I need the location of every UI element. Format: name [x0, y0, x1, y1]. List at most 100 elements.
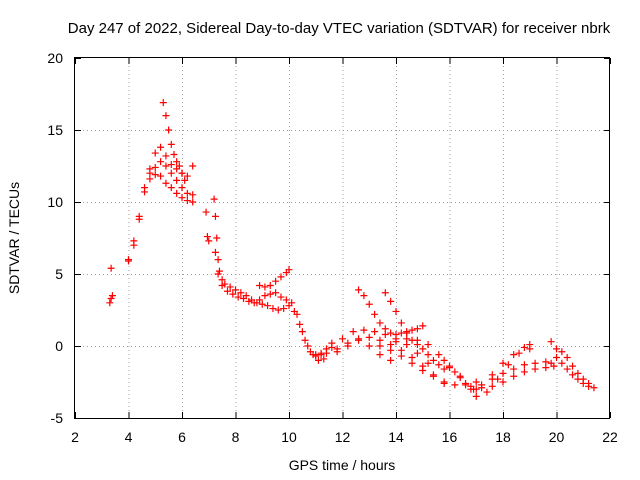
x-axis-label: GPS time / hours: [289, 457, 396, 473]
data-point: [563, 365, 571, 373]
series-t15: [381, 289, 448, 373]
data-point: [157, 143, 165, 151]
data-point: [162, 112, 170, 120]
y-axis-label: SDTVAR / TECUs: [6, 182, 22, 294]
data-point: [151, 171, 159, 179]
data-point: [470, 385, 478, 393]
data-point: [360, 326, 368, 334]
data-point: [365, 300, 373, 308]
data-point: [181, 176, 189, 184]
data-point: [167, 169, 175, 177]
data-point: [553, 354, 560, 362]
x-tick-label: 6: [178, 429, 186, 445]
data-point: [264, 302, 272, 310]
x-tick-label: 14: [388, 429, 404, 445]
data-point: [451, 381, 459, 389]
x-tick-label: 12: [335, 429, 351, 445]
data-point: [569, 371, 577, 379]
y-tick-label: 10: [47, 194, 63, 210]
data-point: [135, 215, 143, 223]
data-point: [339, 335, 346, 343]
data-point: [159, 99, 167, 107]
data-point: [322, 349, 330, 357]
chart-title: Day 247 of 2022, Sidereal Day-to-day VTE…: [68, 20, 611, 37]
data-point: [240, 294, 248, 302]
data-point: [462, 381, 470, 389]
data-point: [553, 345, 560, 353]
data-point: [419, 322, 427, 330]
data-point: [579, 379, 587, 387]
data-point: [108, 292, 116, 300]
data-point: [107, 264, 115, 272]
data-point: [146, 169, 154, 177]
data-point: [301, 336, 309, 344]
data-point: [125, 257, 132, 265]
series-t13: [333, 336, 395, 364]
data-point: [520, 343, 528, 351]
data-point: [499, 369, 507, 377]
data-point: [266, 282, 274, 290]
series-t1: [106, 292, 116, 307]
data-point: [288, 299, 296, 307]
data-point: [272, 277, 280, 285]
y-tick-labels: -5 0 5 10 15 20: [47, 50, 63, 426]
x-tick-label: 4: [125, 429, 133, 445]
data-point: [151, 149, 159, 157]
grid-layer: [75, 58, 610, 418]
data-point: [261, 292, 269, 300]
data-point: [277, 273, 285, 281]
data-point: [296, 320, 304, 328]
data-point: [360, 292, 368, 300]
data-point: [387, 297, 395, 305]
data-point: [256, 296, 264, 304]
data-point: [424, 351, 432, 359]
data-point: [483, 388, 491, 396]
data-point: [574, 375, 582, 383]
data-point: [446, 364, 453, 372]
data-point: [429, 356, 437, 364]
data-point: [585, 382, 593, 390]
data-point: [397, 319, 405, 327]
data-point: [488, 382, 496, 390]
data-point: [213, 234, 221, 242]
data-point: [277, 293, 285, 301]
y-tick-label: 15: [47, 122, 63, 138]
data-point: [237, 289, 245, 297]
data-point: [250, 299, 258, 307]
data-point: [328, 343, 336, 351]
data-point: [333, 348, 341, 356]
data-point: [234, 293, 242, 301]
data-point: [258, 300, 266, 308]
data-point: [167, 140, 175, 148]
data-point: [203, 233, 211, 241]
data-point: [526, 341, 534, 349]
data-point: [173, 158, 181, 166]
y-tick-label: -5: [51, 410, 64, 426]
series-t4: [125, 171, 197, 265]
series-t14: [355, 286, 427, 338]
data-point: [106, 299, 114, 307]
data-point: [413, 325, 421, 333]
y-tick-label: 20: [47, 50, 63, 66]
data-point: [381, 325, 389, 333]
x-tick-label: 18: [495, 429, 511, 445]
data-point: [355, 336, 363, 344]
data-point: [392, 338, 400, 346]
data-point: [214, 270, 222, 278]
data-point: [210, 195, 218, 203]
data-point: [293, 310, 301, 318]
data-point: [205, 237, 213, 245]
data-point: [371, 310, 379, 318]
data-point: [558, 359, 566, 367]
data-point: [355, 286, 363, 294]
data-point: [440, 365, 448, 373]
data-point: [211, 212, 219, 220]
x-tick-label: 16: [442, 429, 458, 445]
data-point: [141, 188, 149, 196]
data-point: [344, 342, 352, 350]
data-point: [202, 208, 210, 216]
data-point: [520, 368, 528, 376]
data-point: [440, 378, 448, 386]
data-point: [408, 326, 416, 334]
